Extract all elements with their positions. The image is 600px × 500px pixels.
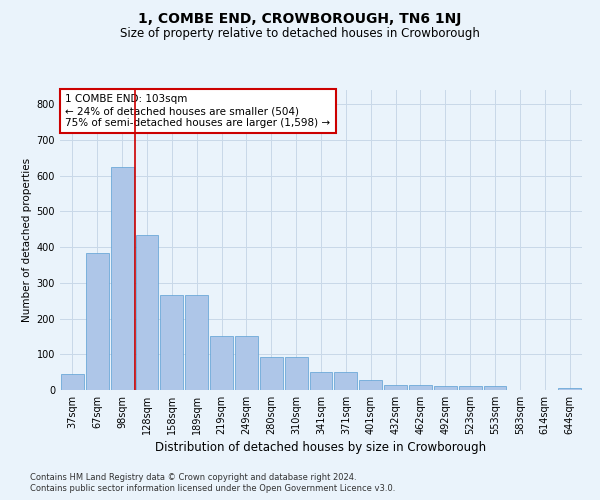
Bar — [384, 385, 407, 390]
Bar — [235, 336, 258, 390]
Bar — [136, 234, 158, 390]
Text: Contains HM Land Registry data © Crown copyright and database right 2024.: Contains HM Land Registry data © Crown c… — [30, 472, 356, 482]
Bar — [185, 296, 208, 390]
Text: Size of property relative to detached houses in Crowborough: Size of property relative to detached ho… — [120, 28, 480, 40]
Text: Contains public sector information licensed under the Open Government Licence v3: Contains public sector information licen… — [30, 484, 395, 493]
X-axis label: Distribution of detached houses by size in Crowborough: Distribution of detached houses by size … — [155, 441, 487, 454]
Bar — [409, 385, 432, 390]
Bar — [334, 372, 357, 390]
Bar — [558, 388, 581, 390]
Bar — [260, 357, 283, 390]
Y-axis label: Number of detached properties: Number of detached properties — [22, 158, 32, 322]
Bar — [111, 167, 134, 390]
Bar — [484, 386, 506, 390]
Bar — [285, 357, 308, 390]
Bar — [459, 386, 482, 390]
Bar — [210, 336, 233, 390]
Text: 1 COMBE END: 103sqm
← 24% of detached houses are smaller (504)
75% of semi-detac: 1 COMBE END: 103sqm ← 24% of detached ho… — [65, 94, 331, 128]
Bar — [86, 252, 109, 390]
Bar — [61, 374, 84, 390]
Bar — [359, 380, 382, 390]
Bar — [434, 386, 457, 390]
Text: 1, COMBE END, CROWBOROUGH, TN6 1NJ: 1, COMBE END, CROWBOROUGH, TN6 1NJ — [139, 12, 461, 26]
Bar — [160, 296, 183, 390]
Bar — [310, 372, 332, 390]
